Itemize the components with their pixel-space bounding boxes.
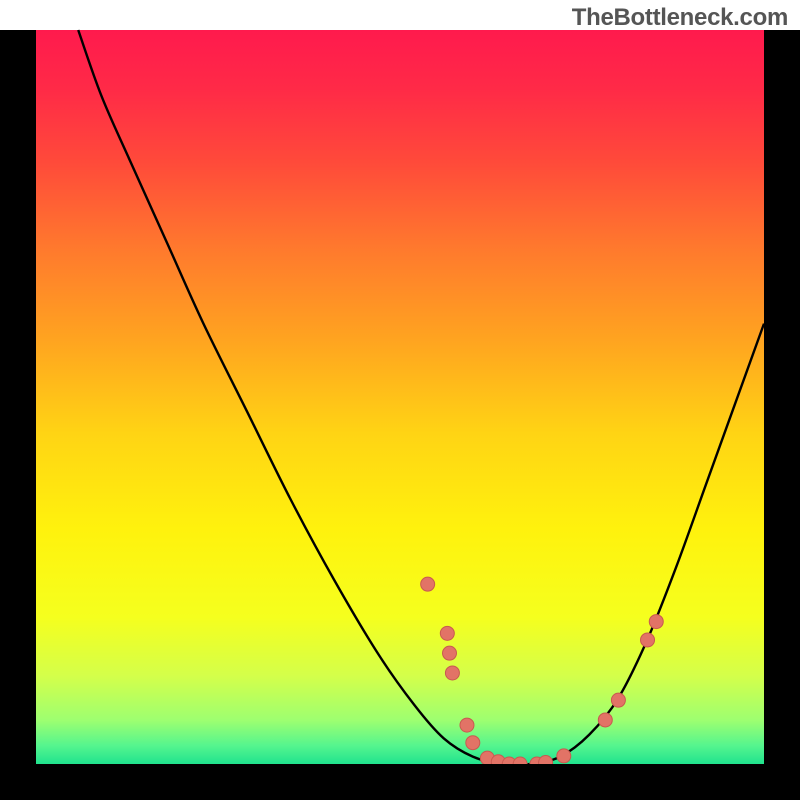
border-right: [764, 30, 800, 800]
border-bottom: [0, 764, 800, 800]
border-left: [0, 30, 36, 800]
watermark-text: TheBottleneck.com: [572, 4, 788, 32]
gradient-background: [36, 30, 764, 764]
chart-container: TheBottleneck.com: [0, 0, 800, 800]
